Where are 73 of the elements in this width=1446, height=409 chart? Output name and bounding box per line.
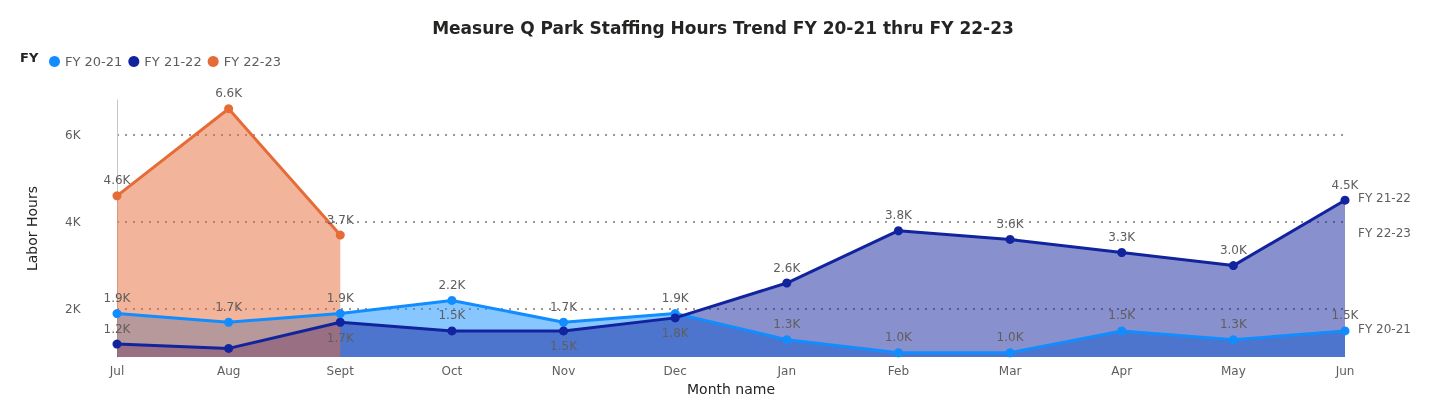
text: FY 22-23 [1358,226,1411,241]
data-label: 1.5K [438,308,467,323]
legend-label: FY 20-21 [65,54,123,69]
x-tick-label: Jan [776,364,797,379]
x-axis-title: Month name [686,381,776,397]
data-label: 1.9K [661,291,690,306]
point [447,295,457,305]
x-tick-label: Mar [998,364,1022,379]
point [1228,261,1238,271]
y-tick-label: 2K [65,302,82,317]
x-tick-label: May [1220,364,1246,379]
data-label: 1.3K [773,317,802,332]
point [224,104,234,114]
data-label: 1.7K [550,299,579,314]
data-label: 3.6K [996,216,1025,231]
point [112,309,122,319]
data-label: 1.3K [1219,317,1248,332]
x-tick-label: Feb [887,364,910,379]
point [559,317,569,327]
data-label: 3.7K [326,212,355,227]
y-tick-label: 6K [65,127,82,142]
data-label: 4.5K [1331,177,1360,192]
point [224,317,234,327]
legend-title: FY [20,50,39,65]
point [335,317,345,327]
point [559,326,569,336]
point [782,278,792,288]
point [670,313,680,323]
point [447,326,457,336]
data-label: 1.0K [884,330,914,345]
data-label: 1.9K [326,291,355,306]
data-label: 1.7K [215,299,244,314]
data-label: 3.3K [1108,230,1137,245]
text: FY 21-22 [1358,191,1411,206]
x-tick-label: Sept [326,364,355,379]
data-label: 2.2K [438,277,467,292]
x-tick-label: Apr [1111,364,1133,379]
x-tick-label: Oct [441,364,463,379]
data-label: 1.8K [661,326,690,341]
chart-title: Measure Q Park Staffing Hours Trend FY 20-21 thru FY 22-23 [432,17,1014,38]
y-tick-label: 4K [65,215,82,230]
data-label: 4.6K [103,173,132,188]
data-label: 1.5K [1108,308,1137,323]
legend-label: FY 21-22 [144,54,202,69]
x-tick-label: Jul [108,364,125,379]
data-label: 3.0K [1219,243,1248,258]
data-label: 6.6K [215,86,244,101]
x-tick-label: Dec [663,364,687,379]
data-label: 1.5K [550,339,579,354]
x-tick-label: Nov [551,364,576,379]
point [893,226,903,236]
point [112,191,122,201]
x-tick-label: Aug [216,364,241,379]
point [1340,195,1350,205]
point [1228,335,1238,345]
point [1117,326,1127,336]
point [1117,248,1127,258]
y-axis-title: Labor Hours [24,186,40,272]
point [112,339,122,349]
point [1005,234,1015,244]
point [1340,326,1350,336]
point [893,348,903,358]
x-tick-label: Jun [1334,364,1355,379]
point [782,335,792,345]
text: FY 20-21 [1358,321,1411,336]
point [1005,348,1015,358]
data-label: 1.0K [996,330,1025,345]
data-label: 3.8K [884,208,914,223]
point [335,230,345,240]
data-label: 2.6K [773,260,802,275]
point [224,343,234,353]
legend-label: FY 22-23 [223,54,281,69]
point [335,309,345,319]
